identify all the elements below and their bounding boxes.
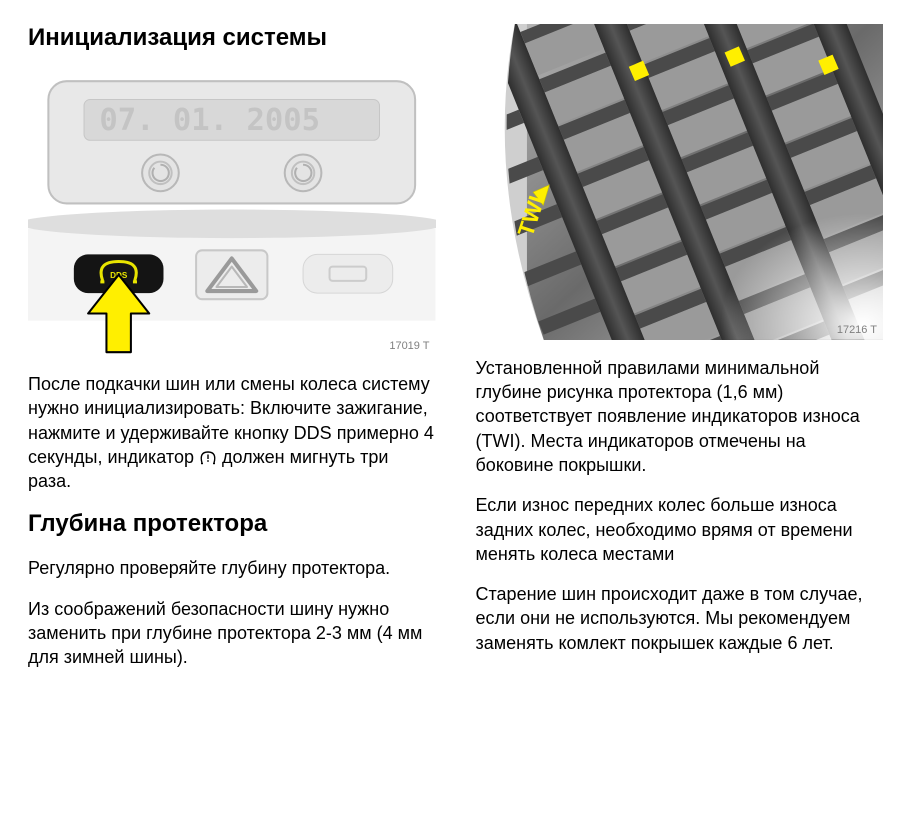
figure-id-label: 17216 T (837, 324, 877, 336)
para-init-instructions: После подкачки шин или смены ко­леса сис… (28, 372, 436, 493)
para-twi-explain: Установленной правилами мини­мальной глу… (476, 356, 884, 477)
dds-dashboard-illustration: 07. 01. 2005 (28, 71, 436, 356)
heading-tread-depth: Глубина протектора (28, 510, 436, 539)
para-check-tread: Регулярно проверяйте глубину протектора. (28, 556, 436, 580)
para-safety-depth: Из соображений безопасности шину нужно з… (28, 597, 436, 670)
para-rotate-wheels: Если износ передних колес больше износа … (476, 493, 884, 566)
right-column: TWI 17216 T Установленной правилами мини… (476, 24, 884, 686)
heading-init-system: Инициализация системы (28, 24, 436, 53)
tire-tread-illustration: TWI (476, 24, 884, 340)
tire-pressure-warning-icon (199, 447, 217, 461)
figure-dds-dashboard: 07. 01. 2005 (28, 71, 436, 356)
svg-text:07. 01. 2005: 07. 01. 2005 (99, 103, 320, 138)
para-tire-aging: Старение шин происходит даже в том случа… (476, 582, 884, 655)
left-column: Инициализация системы 07. 01. 2005 (28, 24, 436, 686)
figure-tire-tread: TWI 17216 T (476, 24, 884, 340)
figure-id-label: 17019 T (389, 340, 429, 352)
